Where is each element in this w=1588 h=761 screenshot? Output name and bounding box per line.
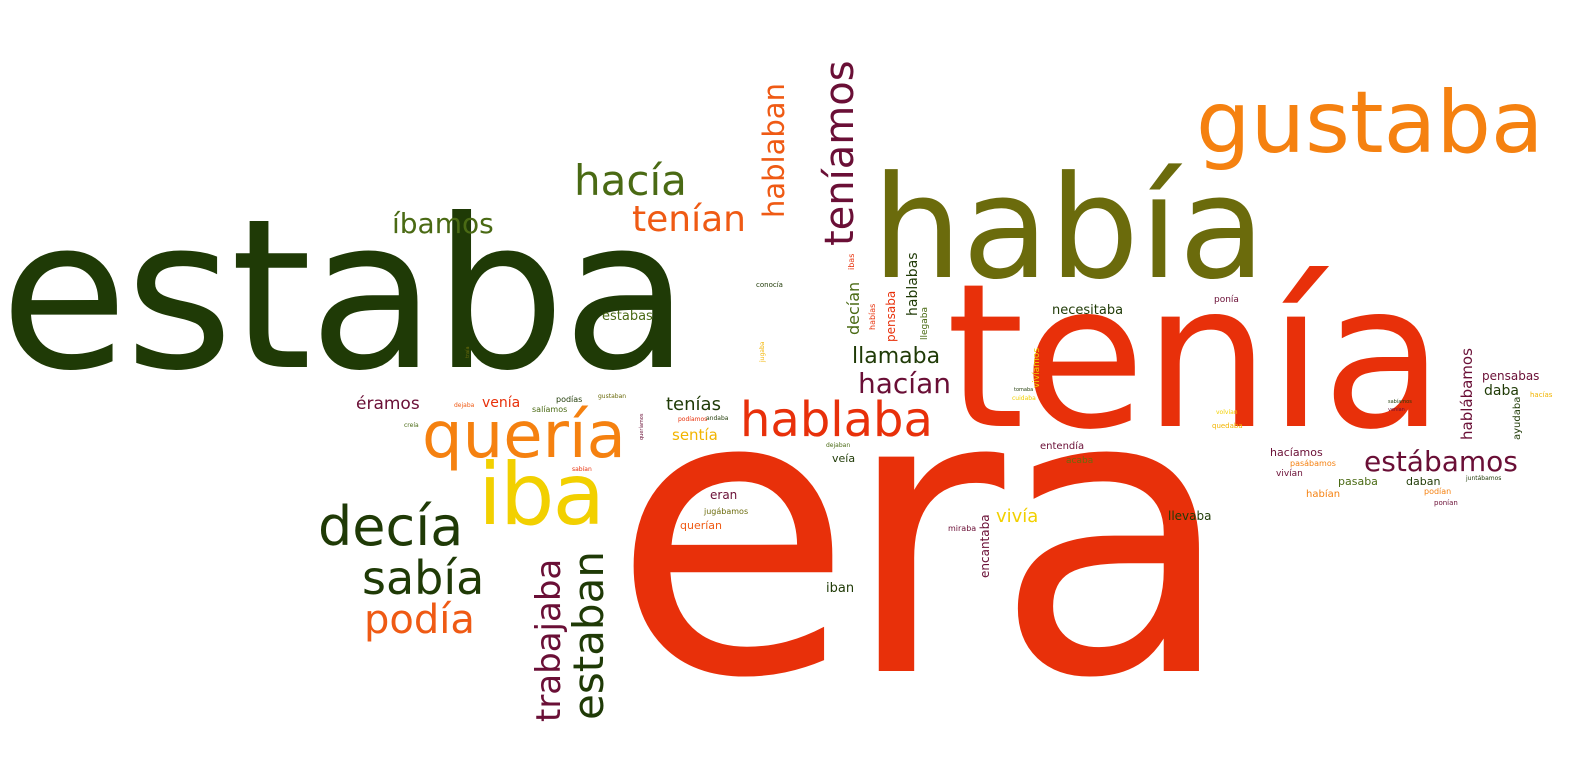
word-estaban: estaban xyxy=(564,551,613,720)
word-saliamos: salíamos xyxy=(532,405,568,414)
word-daba: daba xyxy=(1484,383,1519,399)
word-hacian: hacían xyxy=(858,367,951,400)
word-pasaba: pasaba xyxy=(1338,475,1378,488)
word-trabajaba: trabajaba xyxy=(529,558,569,722)
word-estabamos: estábamos xyxy=(1364,445,1518,478)
word-llevaba: llevaba xyxy=(1168,509,1212,523)
word-iba: iba xyxy=(478,445,605,545)
word-veia: veía xyxy=(832,452,856,465)
word-tomaba: tomaba xyxy=(1014,387,1034,393)
word-jugaba: jugaba xyxy=(759,341,766,362)
word-estaba: estaba xyxy=(0,175,690,417)
word-entendia: entendía xyxy=(1040,441,1085,452)
word-hacias: hacías xyxy=(1530,391,1553,399)
word-ibas: ibas xyxy=(847,253,856,270)
word-querian: querían xyxy=(680,519,723,532)
word-gustaba: gustaba xyxy=(1196,73,1544,173)
word-podiamos: podíamos xyxy=(678,416,708,423)
word-pensaba: pensaba xyxy=(884,290,898,342)
word-eran: eran xyxy=(710,488,738,502)
word-venian: venían xyxy=(1388,407,1405,413)
word-jugabamos: jugábamos xyxy=(704,507,749,516)
word-queriamos: queríamos xyxy=(639,413,645,440)
word-estabas: estabas xyxy=(602,309,653,324)
word-decia: decía xyxy=(318,495,464,558)
word-gustaban: gustaban xyxy=(598,393,627,400)
word-creia: creía xyxy=(404,422,419,429)
word-daban: daban xyxy=(1406,475,1441,488)
word-conocia: conocía xyxy=(756,281,783,289)
word-volvian: volvían xyxy=(1216,409,1238,416)
word-iban: iban xyxy=(826,581,855,596)
word-era: era xyxy=(612,308,1235,761)
word-ponia: ponía xyxy=(1214,295,1239,305)
word-decian: decían xyxy=(844,281,863,335)
word-hablabas: hablabas xyxy=(905,252,921,316)
word-sabia: sabía xyxy=(362,551,485,605)
word-quedaba: quedaba xyxy=(1212,422,1243,430)
word-dejaba: dejaba xyxy=(454,402,475,409)
word-sabiamos: sabíamos xyxy=(1388,399,1412,405)
word-vivíamos: vivíamos xyxy=(1032,347,1042,388)
word-pasabamos: pasábamos xyxy=(1290,459,1336,468)
word-juntabamos: juntábamos xyxy=(1466,475,1502,482)
word-senti: sentía xyxy=(672,426,718,444)
word-hablabamos: hablábamos xyxy=(1458,348,1476,440)
word-habias: habías xyxy=(868,303,877,330)
word-eramos: éramos xyxy=(356,394,420,414)
word-necesitaba: necesitaba xyxy=(1052,303,1124,318)
word-andaba: andaba xyxy=(706,415,729,422)
word-mirabas: miraba xyxy=(948,524,977,533)
word-haciamos: hacíamos xyxy=(1270,446,1323,459)
word-queria: quería xyxy=(422,399,626,473)
word-tenian: tenían xyxy=(632,199,746,240)
word-hacia: hacía xyxy=(574,156,687,205)
word-ayudaba: ayudaba xyxy=(1512,396,1523,440)
word-vivian: vivían xyxy=(1276,469,1303,479)
word-encantaba: encantaba xyxy=(978,514,992,578)
word-sabian: sabían xyxy=(572,466,592,473)
word-acaba: acaba xyxy=(1066,456,1094,466)
word-hablaba: hablaba xyxy=(740,392,933,448)
word-ibamos: íbamos xyxy=(392,207,494,240)
word-tenias: tenías xyxy=(666,394,721,415)
word-hablaban: hablaban xyxy=(757,83,791,218)
word-venia: venía xyxy=(482,395,521,411)
word-teniamos: teníamos xyxy=(817,60,863,246)
word-llegaba: llegaba xyxy=(920,307,930,340)
word-habian: habían xyxy=(1306,489,1341,500)
word-podia: podía xyxy=(364,597,475,643)
word-podian: podían xyxy=(1424,487,1452,496)
word-pensabas: pensabas xyxy=(1482,369,1540,383)
word-habia: había xyxy=(872,146,1266,311)
word-vivia: vivía xyxy=(996,506,1039,527)
word-podias: podías xyxy=(556,395,583,404)
word-ponian: ponían xyxy=(1434,499,1458,507)
word-llamaba: llamaba xyxy=(852,344,941,369)
word-tenia: tenía xyxy=(946,241,1444,474)
word-traia: traía xyxy=(465,346,471,358)
word-dejaban: dejaban xyxy=(826,442,851,449)
word-cuidaba: cuidaba xyxy=(1012,395,1036,402)
